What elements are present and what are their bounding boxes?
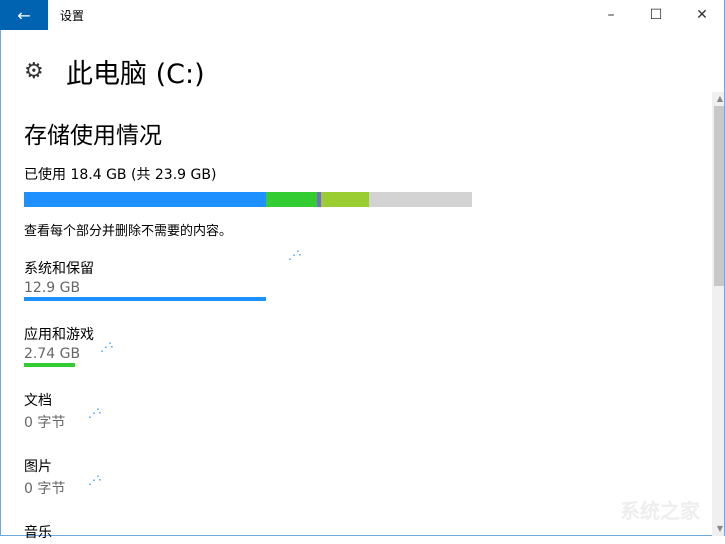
category-bar	[24, 363, 76, 367]
watermark-logo: 系统之家	[620, 499, 700, 523]
window-title: 设置	[60, 8, 85, 23]
storage-segment	[265, 192, 318, 207]
scrollbar-thumb[interactable]	[714, 106, 724, 286]
category-name: 系统和保留	[24, 261, 94, 277]
used-text: 已使用 18.4 GB (共 23.9 GB)	[24, 167, 217, 183]
storage-bar	[24, 192, 472, 207]
category-name: 音乐	[24, 525, 52, 541]
category-size: 0 字节	[24, 415, 66, 431]
scroll-up-icon[interactable]: ▲	[716, 94, 723, 103]
scroll-down-icon[interactable]: ▼	[716, 524, 723, 533]
arrow-left-icon: ←	[17, 5, 31, 25]
gear-icon: ⚙	[24, 59, 44, 84]
page-title: 此电脑 (C:)	[66, 59, 205, 90]
category-size: 2.74 GB	[24, 346, 81, 362]
category-size: 0 字节	[24, 481, 66, 497]
storage-category[interactable]: 系统和保留 12.9 GB	[24, 258, 266, 301]
storage-category[interactable]: 应用和游戏 2.74 GB	[24, 324, 94, 367]
loading-spinner-icon: ⋰⋅	[88, 473, 102, 487]
category-name: 应用和游戏	[24, 327, 94, 343]
category-bar	[24, 297, 266, 301]
storage-segment	[320, 192, 369, 207]
page-header: ⚙ 此电脑 (C:)	[24, 52, 205, 91]
close-button[interactable]: ✕	[696, 7, 708, 23]
storage-segment	[317, 192, 321, 207]
storage-category[interactable]: 音乐	[24, 522, 52, 544]
hint-text: 查看每个部分并删除不需要的内容。	[24, 224, 233, 239]
loading-spinner-icon: ⋰⋅	[288, 248, 302, 262]
storage-category[interactable]: 文档 0 字节	[24, 390, 65, 432]
maximize-button[interactable]: ☐	[649, 7, 663, 23]
back-button[interactable]: ←	[0, 0, 48, 30]
minimize-button[interactable]: –	[607, 7, 615, 23]
storage-segment	[24, 192, 266, 207]
category-name: 图片	[24, 459, 52, 475]
category-size: 12.9 GB	[24, 280, 81, 296]
category-name: 文档	[24, 393, 52, 409]
storage-heading: 存储使用情况	[24, 123, 162, 149]
loading-spinner-icon: ⋰⋅	[88, 406, 102, 420]
title-bar: ← 设置	[0, 0, 725, 30]
loading-spinner-icon: ⋰⋅	[100, 340, 114, 354]
storage-category[interactable]: 图片 0 字节	[24, 456, 65, 498]
